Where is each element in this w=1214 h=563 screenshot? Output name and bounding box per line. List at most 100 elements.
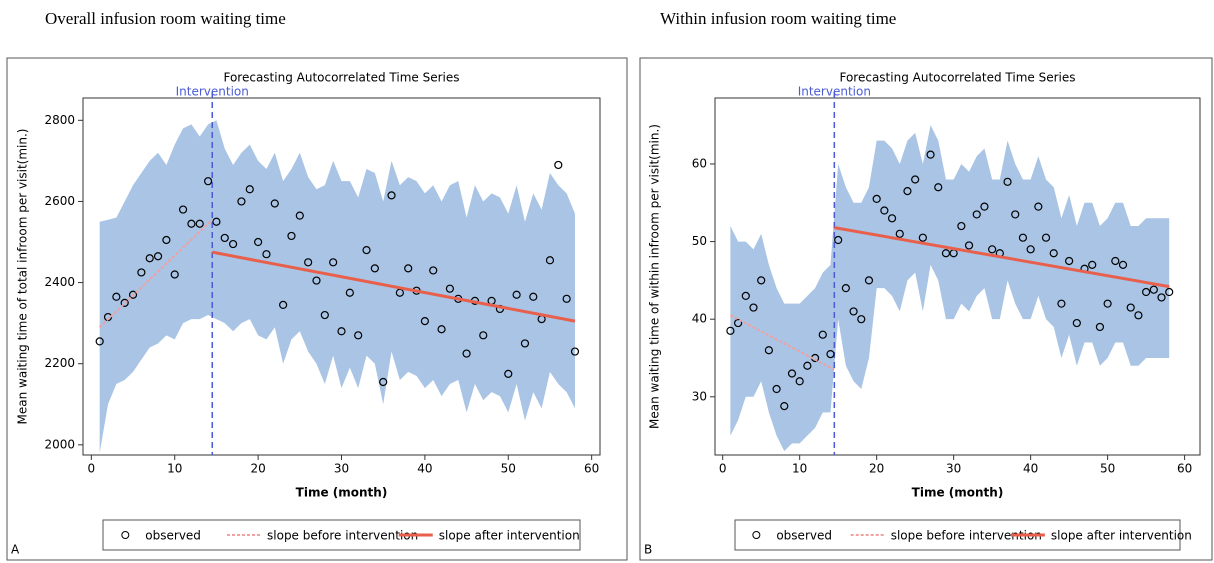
observed-point — [1072, 318, 1081, 328]
observed-point — [212, 217, 221, 226]
legend-label: slope after intervention — [1051, 529, 1192, 543]
observed-point — [312, 276, 321, 285]
panel-heading: Overall infusion room waiting time — [45, 9, 286, 28]
panel-frame — [639, 57, 1213, 561]
observed-point — [849, 307, 858, 316]
observed-point — [504, 369, 513, 378]
observed-point — [826, 350, 835, 359]
panel-heading: Within infusion room waiting time — [660, 9, 896, 28]
observed-point — [911, 175, 920, 184]
x-tick-label: 10 — [792, 462, 807, 476]
observed-point — [120, 298, 129, 307]
observed-point — [864, 276, 874, 285]
observed-point — [1057, 299, 1066, 308]
legend-label: observed — [776, 529, 832, 543]
x-tick-label: 20 — [869, 462, 884, 476]
y-tick-label: 2600 — [44, 194, 75, 208]
observed-point — [1134, 311, 1143, 320]
observed-point — [337, 327, 346, 336]
observed-point — [834, 235, 843, 245]
observed-point — [726, 326, 735, 335]
observed-point — [1049, 249, 1058, 258]
legend-label: slope before intervention — [267, 529, 418, 543]
observed-point — [749, 303, 758, 312]
observed-point — [512, 290, 521, 299]
observed-point — [370, 264, 379, 273]
intervention-label: Intervention — [176, 85, 249, 99]
observed-point — [128, 290, 138, 299]
x-tick-label: 50 — [1100, 462, 1115, 476]
observed-point — [795, 377, 804, 386]
x-tick-label: 20 — [250, 462, 265, 476]
observed-point — [228, 239, 238, 249]
observed-point — [1011, 210, 1020, 219]
observed-point — [354, 331, 363, 340]
trend-line — [98, 218, 213, 328]
y-tick-label: 60 — [692, 156, 707, 170]
x-tick-label: 30 — [946, 462, 961, 476]
observed-point — [362, 246, 371, 255]
legend-swatch — [752, 531, 761, 539]
observed-point — [880, 206, 889, 215]
observed-point — [964, 241, 974, 250]
observed-point — [733, 318, 743, 328]
observed-point — [918, 233, 927, 242]
observed-point — [570, 347, 580, 356]
observed-point — [545, 256, 555, 265]
observed-point — [1103, 299, 1112, 308]
observed-point — [887, 214, 897, 223]
x-tick-label: 10 — [167, 462, 182, 476]
confidence-band — [730, 125, 1170, 452]
observed-point — [153, 252, 163, 261]
observed-point — [237, 197, 246, 206]
observed-point — [841, 284, 850, 293]
observed-point — [1003, 177, 1012, 186]
legend-label: slope before intervention — [891, 529, 1042, 543]
observed-point — [262, 250, 271, 259]
observed-point — [988, 245, 997, 254]
observed-point — [279, 300, 288, 309]
observed-point — [479, 331, 488, 340]
observed-point — [187, 219, 196, 228]
panel-letter: B — [644, 543, 652, 557]
observed-point — [934, 183, 943, 192]
chart-title: Forecasting Autocorrelated Time Series — [223, 71, 459, 85]
legend-swatch — [121, 531, 130, 539]
observed-point — [772, 384, 781, 394]
x-tick-label: 40 — [417, 462, 432, 476]
y-axis-label: Mean waiting time of total infroom per v… — [16, 129, 30, 425]
legend-box — [102, 519, 581, 551]
observed-point — [1041, 233, 1051, 242]
trend-line — [211, 250, 576, 323]
observed-point — [1026, 245, 1035, 254]
observed-point — [895, 229, 904, 238]
observed-point — [178, 205, 188, 214]
chart-title: Forecasting Autocorrelated Time Series — [839, 71, 1075, 85]
observed-point — [903, 187, 912, 196]
x-tick-label: 40 — [1023, 462, 1038, 476]
trend-line — [729, 314, 835, 371]
observed-point — [320, 310, 329, 320]
observed-point — [304, 258, 313, 267]
observed-point — [220, 233, 229, 243]
plot-area — [714, 97, 1201, 456]
observed-point — [345, 288, 354, 297]
y-axis-label: Mean waiting time of within infroom per … — [648, 124, 662, 429]
observed-point — [1034, 202, 1043, 211]
observed-point — [562, 294, 571, 303]
y-tick-label: 2800 — [44, 113, 75, 127]
observed-point — [1088, 260, 1097, 269]
observed-point — [145, 254, 154, 263]
observed-point — [787, 369, 797, 378]
observed-point — [420, 317, 429, 326]
x-tick-label: 50 — [501, 462, 516, 476]
observed-point — [1118, 260, 1128, 269]
legend-label: slope after intervention — [439, 529, 580, 543]
observed-point — [404, 264, 413, 273]
observed-point — [757, 276, 766, 285]
observed-point — [1126, 303, 1135, 312]
observed-point — [529, 292, 538, 301]
observed-point — [445, 284, 455, 293]
observed-point — [162, 235, 171, 245]
